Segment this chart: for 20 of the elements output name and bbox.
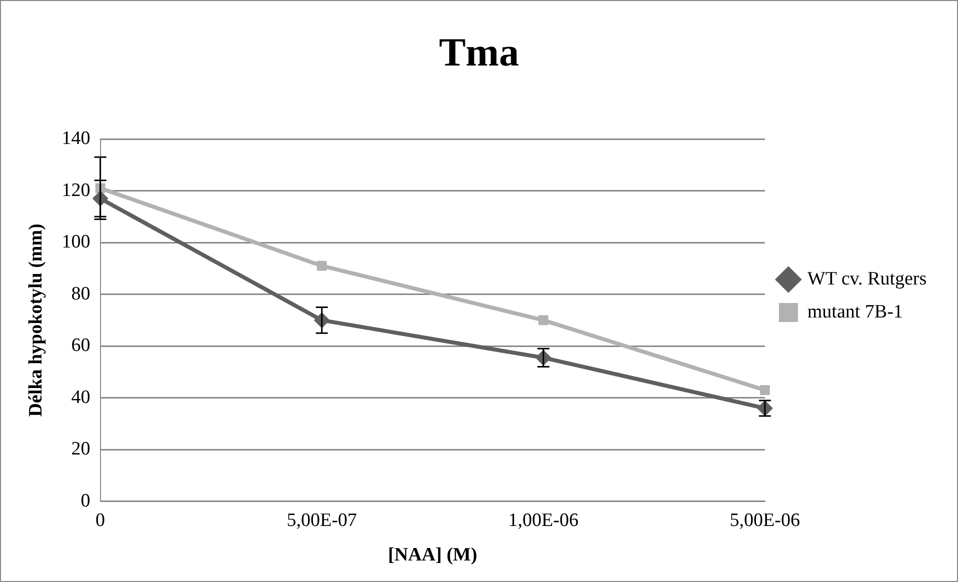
x-tick-label: 5,00E-06 [730,510,800,531]
x-tick-label: 0 [96,510,106,531]
x-axis-title: [NAA] (M) [388,544,478,566]
point [316,260,327,271]
y-tick-label: 60 [71,335,90,356]
y-tick-label: 0 [80,490,90,512]
y-tick-label: 140 [62,128,90,149]
legend-label: WT cv. Rutgers [807,268,927,290]
chart-title: Tma [439,29,519,74]
y-tick-label: 20 [71,438,90,460]
y-tick-label: 100 [62,232,90,253]
y-tick-label: 80 [71,283,90,304]
y-tick-label: 40 [71,386,90,408]
legend-label: mutant 7B-1 [807,301,903,322]
y-tick-label: 120 [62,180,90,201]
y-axis-title: Délka hypokotylu (mm) [25,224,46,417]
point [760,385,770,396]
point [538,315,548,326]
x-tick-label: 5,00E-07 [286,510,357,531]
x-tick-label: 1,00E-06 [508,510,578,531]
